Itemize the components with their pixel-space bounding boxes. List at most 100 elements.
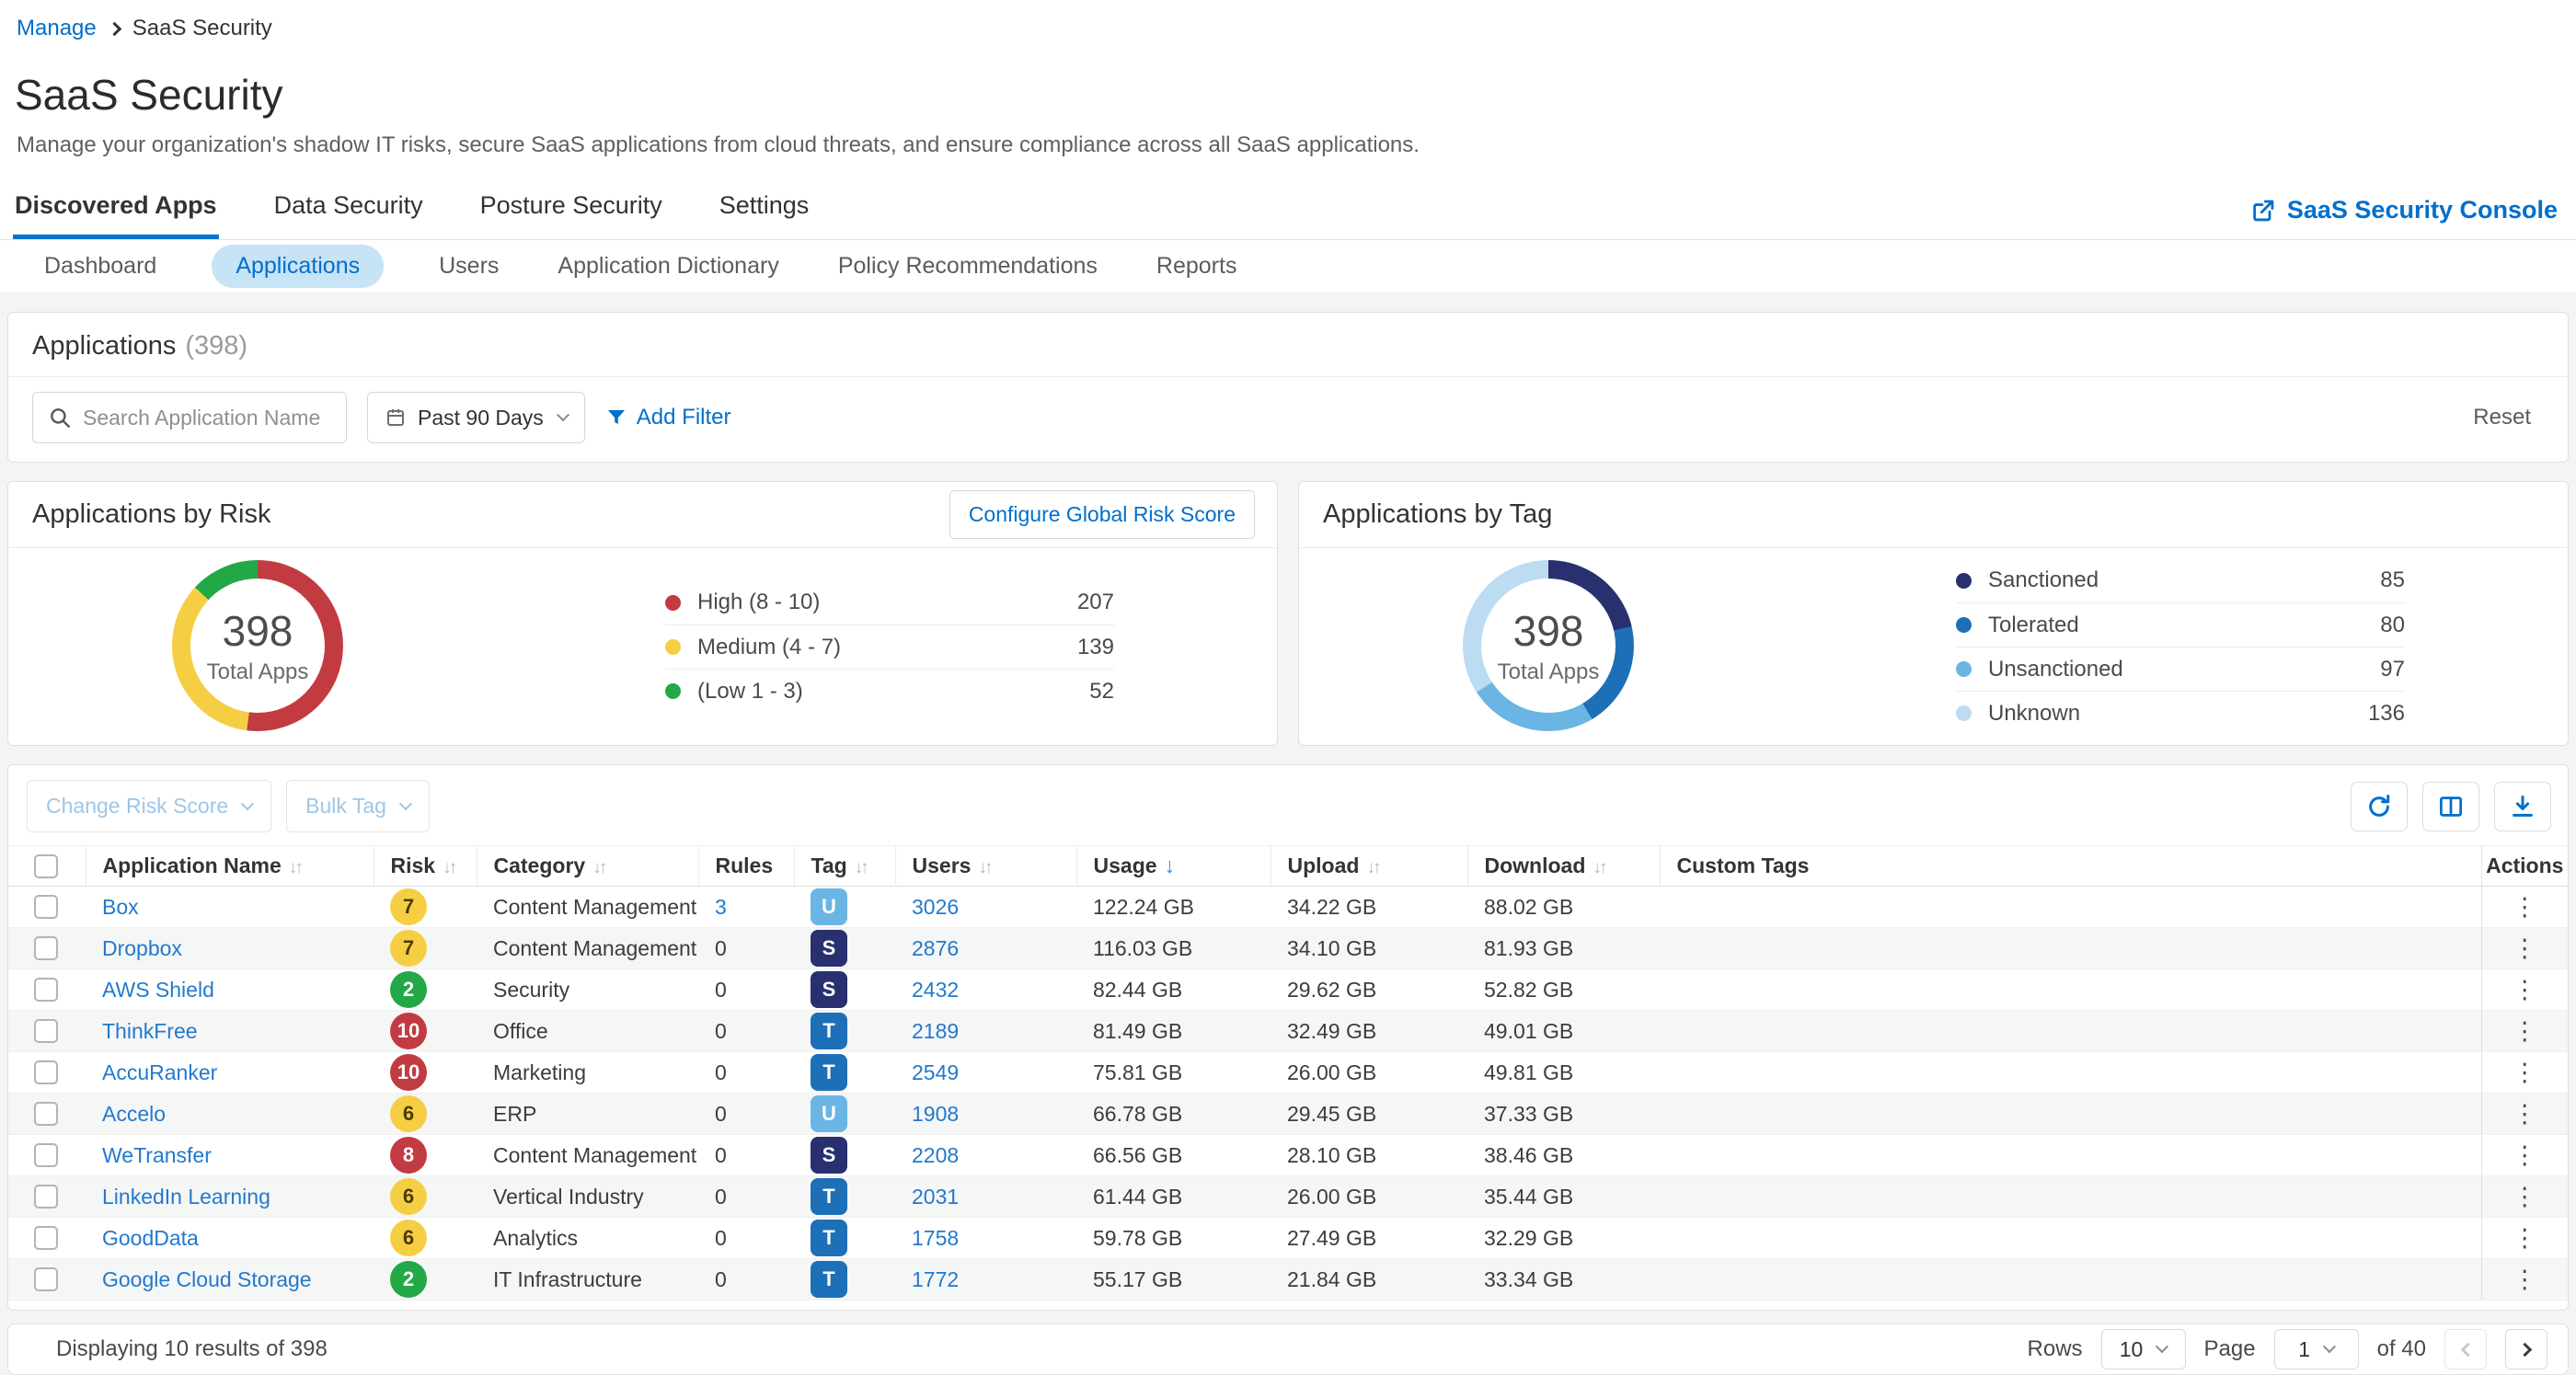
chevron-down-icon [241, 796, 255, 810]
tag-legend-item: Sanctioned 85 [1956, 558, 2405, 602]
application-name-link[interactable]: Accelo [102, 1101, 167, 1126]
tag-legend: Sanctioned 85 Tolerated 80 Unsanctioned 97 Unk… [1956, 558, 2405, 735]
users-count-link[interactable]: 2208 [912, 1142, 960, 1167]
application-name-link[interactable]: WeTransfer [102, 1142, 212, 1167]
application-name-link[interactable]: Box [102, 894, 139, 919]
column-header-usage[interactable]: Usage ↓ [1075, 845, 1271, 887]
users-count-link[interactable]: 2876 [912, 935, 960, 960]
row-actions-menu[interactable]: ⋮ [2512, 976, 2537, 1003]
breadcrumb-manage-link[interactable]: Manage [17, 16, 97, 40]
row-checkbox[interactable] [34, 936, 58, 960]
bulk-tag-button[interactable]: Bulk Tag [286, 780, 430, 832]
row-actions-menu[interactable]: ⋮ [2512, 1100, 2537, 1128]
row-checkbox[interactable] [34, 1102, 58, 1126]
users-count-link[interactable]: 1772 [912, 1266, 960, 1291]
next-page-button[interactable] [2505, 1329, 2547, 1369]
add-filter-button[interactable]: Add Filter [605, 405, 731, 430]
refresh-button[interactable] [2351, 781, 2408, 831]
application-name-link[interactable]: ThinkFree [102, 1018, 198, 1043]
column-header-tag[interactable]: Tag ↓↑ [793, 845, 895, 887]
users-count-link[interactable]: 2432 [912, 977, 960, 1002]
custom-tags-cell [1660, 927, 2481, 969]
row-actions-menu[interactable]: ⋮ [2512, 1141, 2537, 1169]
application-search[interactable] [32, 392, 347, 443]
users-count-link[interactable]: 1908 [912, 1101, 960, 1126]
row-actions-menu[interactable]: ⋮ [2512, 1183, 2537, 1210]
rules-cell[interactable]: 3 [715, 894, 727, 919]
tag-badge: T [811, 1054, 847, 1091]
risk-score-badge: 6 [390, 1178, 427, 1215]
sort-icon: ↓↑ [288, 858, 304, 877]
chevron-down-icon [556, 408, 569, 422]
upload-cell: 34.10 GB [1271, 927, 1467, 969]
row-actions-menu[interactable]: ⋮ [2512, 1059, 2537, 1086]
tab-posture-security[interactable]: Posture Security [479, 191, 662, 219]
reset-button[interactable]: Reset [2473, 405, 2531, 430]
application-name-link[interactable]: AWS Shield [102, 977, 214, 1002]
row-actions-menu[interactable]: ⋮ [2512, 893, 2537, 921]
column-header-custom-tags: Custom Tags [1659, 845, 2481, 887]
risk-score-badge: 7 [390, 930, 427, 967]
users-count-link[interactable]: 2031 [912, 1184, 960, 1209]
subtab-users[interactable]: Users [439, 253, 500, 279]
custom-tags-cell [1660, 1010, 2481, 1052]
users-count-link[interactable]: 3026 [912, 894, 960, 919]
tag-panel-title: Applications by Tag [1323, 499, 1553, 529]
table-row: WeTransfer 8 Content Management 0 S 2208 66.56… [8, 1134, 2568, 1176]
row-checkbox[interactable] [34, 1019, 58, 1043]
users-count-link[interactable]: 1758 [912, 1225, 960, 1250]
custom-tags-cell [1660, 1051, 2481, 1094]
subtab-applications[interactable]: Applications [212, 245, 385, 288]
users-count-link[interactable]: 2549 [912, 1060, 960, 1084]
row-checkbox[interactable] [34, 978, 58, 1002]
application-name-link[interactable]: GoodData [102, 1225, 199, 1250]
users-count-link[interactable]: 2189 [912, 1018, 960, 1043]
subtab-dashboard[interactable]: Dashboard [44, 253, 157, 279]
row-actions-menu[interactable]: ⋮ [2512, 1017, 2537, 1045]
column-header-upload[interactable]: Upload ↓↑ [1270, 845, 1467, 887]
tab-discovered-apps[interactable]: Discovered Apps [13, 182, 219, 239]
download-cell: 49.81 GB [1467, 1051, 1660, 1094]
subtab-policy-recommendations[interactable]: Policy Recommendations [837, 253, 1098, 279]
row-checkbox[interactable] [34, 1226, 58, 1250]
search-input[interactable] [83, 405, 331, 430]
row-actions-menu[interactable]: ⋮ [2512, 934, 2537, 962]
pagination-bar: Displaying 10 results of 398 Rows 10 Pag… [7, 1323, 2569, 1375]
page-count-label: of 40 [2376, 1336, 2426, 1361]
column-header-download[interactable]: Download ↓↑ [1466, 845, 1660, 887]
row-actions-menu[interactable]: ⋮ [2512, 1266, 2537, 1293]
previous-page-button[interactable] [2444, 1329, 2487, 1369]
column-header-application-name[interactable]: Application Name ↓↑ [85, 845, 374, 887]
chevron-right-icon [107, 21, 122, 37]
saas-security-console-link[interactable]: SaaS Security Console [2250, 196, 2558, 239]
date-range-dropdown[interactable]: Past 90 Days [367, 392, 585, 443]
tab-settings[interactable]: Settings [719, 191, 810, 219]
page-select[interactable]: 1 [2273, 1329, 2359, 1369]
row-checkbox[interactable] [34, 1185, 58, 1209]
subtab-application-dictionary[interactable]: Application Dictionary [558, 253, 779, 279]
row-checkbox[interactable] [34, 1267, 58, 1291]
usage-cell: 75.81 GB [1076, 1051, 1271, 1094]
configure-global-risk-score-button[interactable]: Configure Global Risk Score [949, 490, 1255, 539]
select-all-checkbox[interactable] [34, 854, 58, 878]
application-name-link[interactable]: Dropbox [102, 935, 182, 960]
row-checkbox[interactable] [34, 1143, 58, 1167]
tab-data-security[interactable]: Data Security [273, 191, 423, 219]
application-name-link[interactable]: AccuRanker [102, 1060, 218, 1084]
sort-icon: ↓↑ [1593, 858, 1607, 877]
row-checkbox[interactable] [34, 895, 58, 919]
row-actions-menu[interactable]: ⋮ [2512, 1224, 2537, 1252]
usage-cell: 59.78 GB [1076, 1217, 1271, 1259]
subtab-reports[interactable]: Reports [1156, 253, 1237, 279]
legend-label: (Low 1 - 3) [697, 678, 803, 704]
change-risk-score-button[interactable]: Change Risk Score [27, 780, 272, 832]
column-header-risk[interactable]: Risk ↓↑ [373, 845, 477, 887]
row-checkbox[interactable] [34, 1060, 58, 1084]
column-header-users[interactable]: Users ↓↑ [894, 845, 1076, 887]
rows-per-page-select[interactable]: 10 [2100, 1329, 2186, 1369]
column-header-category[interactable]: Category ↓↑ [476, 845, 698, 887]
export-button[interactable] [2494, 781, 2551, 831]
application-name-link[interactable]: LinkedIn Learning [102, 1184, 270, 1209]
manage-columns-button[interactable] [2422, 781, 2479, 831]
application-name-link[interactable]: Google Cloud Storage [102, 1266, 312, 1291]
